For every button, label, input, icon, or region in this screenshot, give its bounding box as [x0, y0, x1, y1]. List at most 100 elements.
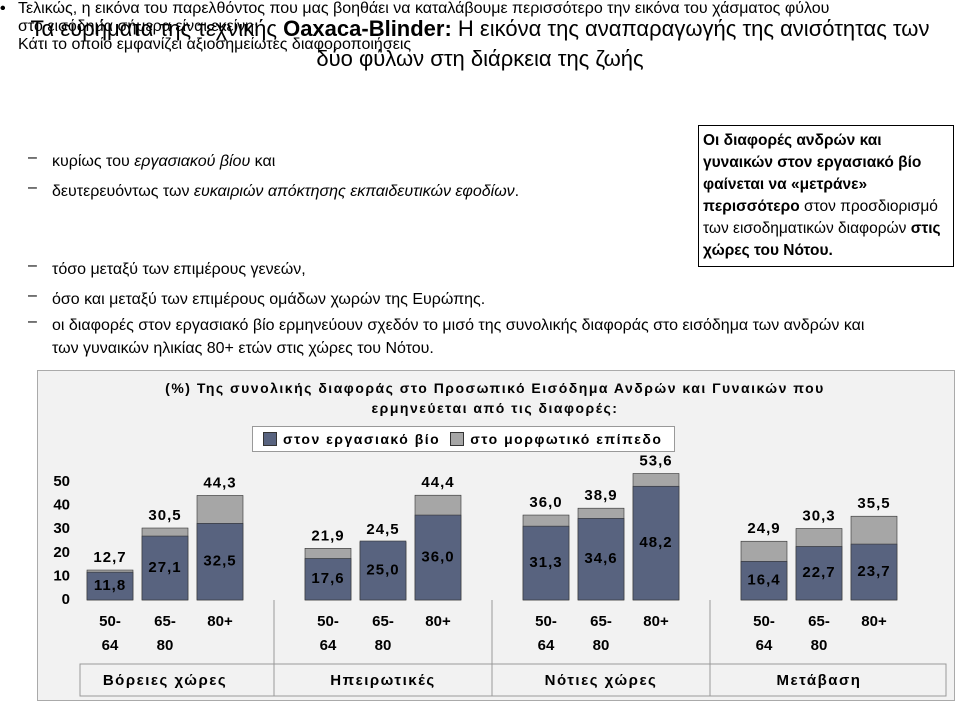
- data-label: 23,7: [857, 563, 890, 580]
- text-run: στον προσδιορισμό των εισοδηματικών διαφ…: [703, 198, 938, 237]
- text-run: ευκαιριών απόκτησης εκπαιδευτικών εφοδίω…: [193, 183, 515, 200]
- data-label: 32,5: [203, 553, 236, 570]
- group-label: Νότιες χώρες: [545, 672, 658, 689]
- bullet: • Τελικώς, η εικόνα του παρελθόντος που μ…: [0, 0, 858, 36]
- y-tick-label: 0: [62, 591, 70, 608]
- bar: [196, 522, 244, 601]
- legend-swatch: [263, 432, 277, 446]
- bar: [795, 546, 843, 601]
- data-label: 27,1: [148, 559, 181, 576]
- y-tick-label: 50: [53, 473, 70, 490]
- y-tick-label: 20: [53, 544, 70, 561]
- bar: [304, 558, 352, 601]
- sub-bullet: τόσο μεταξύ των επιμέρους γενεών,: [52, 258, 652, 281]
- bar: [359, 540, 407, 601]
- legend-swatch: [450, 432, 465, 446]
- legend-label: στον εργασιακό βίο: [283, 431, 441, 447]
- x-tick-label: 80+: [643, 613, 669, 630]
- data-label: 11,8: [94, 577, 126, 594]
- text-run: Η εικόνα της αναπαραγωγής της ανισότητας…: [316, 16, 930, 71]
- dash: –: [28, 287, 37, 304]
- sub-bullet: οι διαφορές στον εργασιακό βίο ερμηνεύου…: [52, 314, 892, 360]
- data-label: 44,4: [421, 474, 454, 491]
- data-label: 16,4: [747, 572, 780, 589]
- dash: –: [28, 313, 37, 330]
- data-label: 31,3: [529, 554, 562, 571]
- x-tick-label: 65-80: [372, 613, 394, 654]
- bullet-text: Κάτι το οποίο εμφανίζει αξιοσημείωτες δι…: [18, 36, 412, 53]
- group-label: Βόρειες χώρες: [103, 672, 227, 689]
- bullets: • Τελικώς, η εικόνα του παρελθόντος που μ…: [0, 0, 959, 357]
- text-run: οι διαφορές στον εργασιακό βίο ερμηνεύου…: [52, 317, 865, 357]
- data-label: 30,3: [802, 507, 835, 524]
- data-label: 44,3: [203, 474, 236, 491]
- y-tick-label: 10: [53, 567, 70, 584]
- group-label: Ηπειρωτικές: [330, 672, 435, 689]
- data-label: 24,5: [366, 521, 399, 538]
- x-tick-label: 80+: [425, 613, 451, 630]
- bar: [577, 518, 625, 601]
- dash: –: [28, 257, 37, 274]
- data-label: 21,9: [311, 527, 344, 544]
- sub-bullet: κυρίως του εργασιακού βίου και: [52, 150, 672, 173]
- group-frame: [79, 663, 947, 697]
- slide-title: Τα ευρήματα της τεχνικής Oaxaca-Blinder:…: [30, 14, 930, 74]
- group-label: Μετάβαση: [777, 672, 862, 689]
- sub-bullet: όσο και μεταξύ των επιμέρους ομάδων χωρώ…: [52, 288, 652, 311]
- data-label: 36,0: [529, 494, 562, 511]
- bullet: • Κάτι το οποίο εμφανίζει αξιοσημείωτες δ…: [0, 0, 658, 54]
- bar: [740, 560, 788, 601]
- text-run: δευτερευόντως των: [52, 183, 194, 200]
- bar: [850, 543, 898, 601]
- x-tick-label: 80+: [207, 613, 233, 630]
- x-tick-label: 80+: [861, 613, 887, 630]
- legend-label: στο μορφωτικό επίπεδο: [470, 431, 663, 447]
- bar: [414, 514, 462, 601]
- data-label: 17,6: [311, 570, 344, 587]
- bullet-dot: •: [0, 0, 6, 17]
- dash: –: [28, 179, 37, 196]
- bar: [632, 485, 680, 601]
- text-run: εργασιακού βίου: [134, 153, 251, 170]
- x-tick-label: 50-64: [99, 613, 121, 654]
- data-label: 38,9: [584, 487, 617, 504]
- callout: Οι διαφορές ανδρών και γυναικών στον εργ…: [698, 125, 954, 267]
- dash: –: [28, 149, 37, 166]
- x-tick-label: 50-64: [535, 613, 557, 654]
- data-label: 48,2: [639, 534, 672, 551]
- chart-title: (%) Της συνολικής διαφοράς στο Προσωπικό…: [165, 380, 825, 416]
- data-label: 53,6: [639, 452, 672, 469]
- data-label: 24,9: [747, 520, 780, 537]
- text-run: Τα ευρήματα της τεχνικής: [30, 16, 284, 41]
- text-run: στις χώρες του Νότου.: [703, 220, 941, 259]
- text-run: Οι διαφορές ανδρών και γυναικών στον εργ…: [703, 132, 922, 215]
- data-label: 36,0: [421, 548, 454, 565]
- y-tick-label: 40: [53, 497, 70, 514]
- bar: [141, 535, 189, 601]
- x-tick-label: 50-64: [317, 613, 339, 654]
- text-run: και: [250, 153, 276, 170]
- bar: [522, 525, 570, 601]
- bullet-text: Τελικώς, η εικόνα του παρελθόντος που μα…: [18, 0, 830, 35]
- data-label: 25,0: [366, 561, 399, 578]
- text-run: .: [514, 183, 520, 200]
- y-tick-label: 30: [53, 520, 70, 537]
- text-run: όσο και μεταξύ των επιμέρους ομάδων χωρώ…: [52, 291, 486, 308]
- x-tick-label: 65-80: [154, 613, 176, 654]
- data-label: 30,5: [148, 507, 181, 524]
- data-label: 22,7: [802, 564, 835, 581]
- legend: στον εργασιακό βίο στο μορφωτικό επίπεδο: [252, 426, 676, 452]
- x-tick-label: 50-64: [753, 613, 775, 654]
- text-run: κυρίως του: [52, 153, 135, 170]
- bar: [86, 571, 134, 601]
- text-run: Oaxaca-Blinder:: [283, 16, 452, 41]
- text-run: τόσο μεταξύ των επιμέρους γενεών,: [52, 261, 306, 278]
- data-label: 12,7: [93, 549, 126, 566]
- sub-bullet: δευτερευόντως των ευκαιριών απόκτησης εκ…: [52, 180, 672, 203]
- data-label: 35,5: [857, 495, 890, 512]
- x-tick-label: 65-80: [808, 613, 830, 654]
- x-tick-label: 65-80: [590, 613, 612, 654]
- bullet-dot: •: [0, 0, 6, 17]
